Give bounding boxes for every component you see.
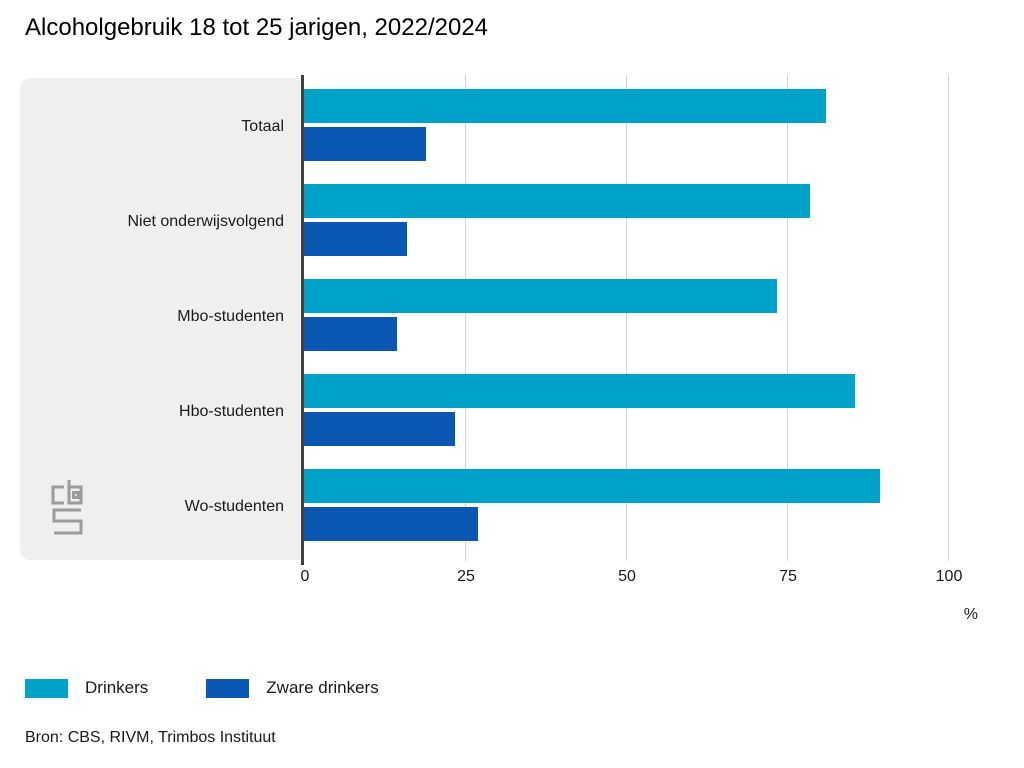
chart-title: Alcoholgebruik 18 tot 25 jarigen, 2022/2… [25,14,489,41]
cbs-logo-s [52,508,83,535]
legend-item-zware-drinkers: Zware drinkers [206,678,379,698]
category-label-2: Niet onderwijsvolgend [127,213,284,230]
category-label-3: Mbo-studenten [177,308,284,325]
bar-zware-drinkers-5 [304,507,478,541]
bar-drinkers-1 [304,89,826,123]
x-tick-label-50: 50 [618,568,636,585]
x-tick-label-25: 25 [457,568,475,585]
bar-zware-drinkers-1 [304,127,427,161]
bar-drinkers-3 [304,279,778,313]
bar-zware-drinkers-2 [304,222,407,256]
y-axis-line [301,75,304,565]
legend-swatch-zware-drinkers [206,678,250,698]
bar-drinkers-4 [304,374,855,408]
bar-drinkers-5 [304,469,881,503]
bar-zware-drinkers-3 [304,317,398,351]
category-label-1: Totaal [241,118,284,135]
legend: Drinkers Zware drinkers [25,670,437,706]
cbs-logo [51,480,83,535]
gridline-50 [626,75,627,561]
legend-item-drinkers: Drinkers [25,678,148,698]
gridline-75 [787,75,788,561]
gridline-25 [465,75,466,561]
x-tick-label-100: 100 [935,568,963,585]
category-label-4: Hbo-studenten [179,403,284,420]
bar-drinkers-2 [304,184,810,218]
legend-label-drinkers: Drinkers [85,678,149,697]
x-tick-label-75: 75 [779,568,797,585]
source-note: Bron: CBS, RIVM, Trimbos Instituut [25,729,276,746]
category-label-panel [20,78,304,560]
bar-zware-drinkers-4 [304,412,456,446]
legend-label-zware-drinkers: Zware drinkers [266,678,379,697]
gridline-100 [948,75,949,561]
category-label-5: Wo-studenten [184,498,284,515]
cbs-logo-b-counter [72,491,80,499]
cbs-logo-b [67,480,83,505]
x-tick-label-0: 0 [300,568,310,585]
cbs-logo-c [51,485,64,505]
legend-swatch-drinkers [25,678,68,698]
x-axis-unit-label: % [963,606,978,623]
